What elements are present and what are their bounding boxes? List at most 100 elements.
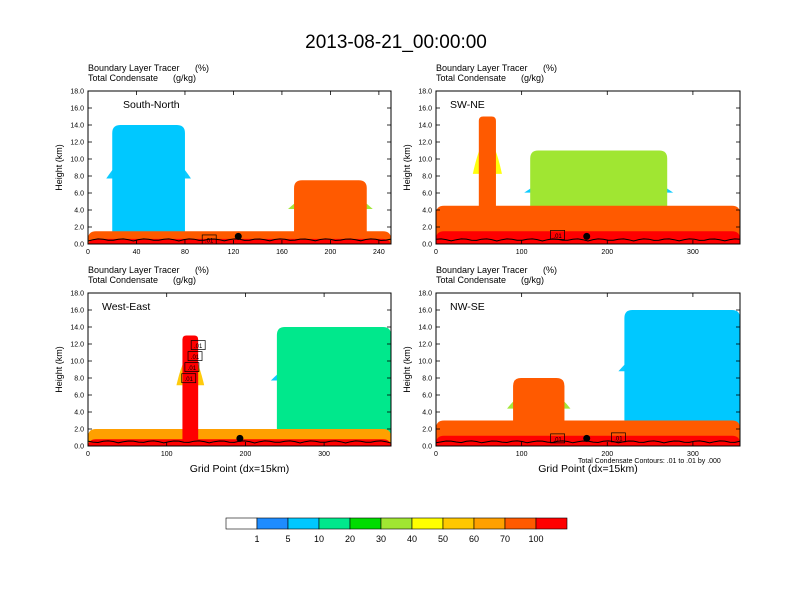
panel-subtitle-tracer-unit: (%) <box>543 265 557 275</box>
surface-marker <box>583 434 591 442</box>
y-tick-label: 14.0 <box>418 123 432 130</box>
tracer-region <box>88 238 391 244</box>
y-tick-label: 14.0 <box>70 123 84 130</box>
colorbar-label: 50 <box>438 534 448 544</box>
colorbar-swatch <box>287 517 320 530</box>
y-tick-label: 4.0 <box>422 410 432 417</box>
y-tick-label: 2.0 <box>422 427 432 434</box>
contour-label-box <box>187 351 203 361</box>
y-tick-label: 12.0 <box>70 140 84 147</box>
y-tick-label: 4.0 <box>422 208 432 215</box>
terrain-line <box>436 238 740 242</box>
panel-subtitle-tracer-unit: (%) <box>543 63 557 73</box>
y-tick-label: 18.0 <box>418 89 432 96</box>
colorbar-swatch <box>318 517 351 530</box>
x-tick-label: 200 <box>601 249 613 256</box>
colorbar-label: 100 <box>528 534 543 544</box>
x-tick-label: 0 <box>434 451 438 458</box>
colorbar-label: 5 <box>285 534 290 544</box>
x-axis-title: Grid Point (dx=15km) <box>538 463 638 475</box>
tracer-field <box>88 125 391 244</box>
x-axis-title: Grid Point (dx=15km) <box>190 463 290 475</box>
panel-subtitle-condensate-unit: (g/kg) <box>173 275 196 285</box>
contour-label: .01 <box>205 238 214 244</box>
chart-panel-4: Boundary Layer Tracer (%) Total Condensate… <box>402 265 741 475</box>
y-tick-label: 0.0 <box>422 444 432 451</box>
x-tick-label: 300 <box>318 451 330 458</box>
x-tick-label: 0 <box>86 451 90 458</box>
y-tick-label: 16.0 <box>418 308 432 315</box>
contour-label: .01 <box>194 344 203 350</box>
y-tick-label: 8.0 <box>74 376 84 383</box>
panel-subtitle-condensate: Total Condensate <box>88 275 158 285</box>
y-axis-title: Height (km) <box>402 144 412 191</box>
contour-label-box <box>190 340 206 350</box>
y-tick-label: 14.0 <box>70 325 84 332</box>
chart-panel-3: Boundary Layer Tracer (%) Total Condensate… <box>54 265 392 475</box>
panel-subtitle-condensate: Total Condensate <box>436 73 506 83</box>
x-tick-label: 200 <box>601 451 613 458</box>
y-tick-label: 0.0 <box>74 444 84 451</box>
tracer-region <box>513 378 565 446</box>
x-tick-label: 240 <box>373 249 385 256</box>
surface-marker <box>234 232 242 240</box>
panel-subtitle-condensate: Total Condensate <box>88 73 158 83</box>
contour-label-box <box>550 230 565 240</box>
panel-subtitle-condensate: Total Condensate <box>436 275 506 285</box>
x-tick-label: 300 <box>687 451 699 458</box>
panel-subtitle-tracer: Boundary Layer Tracer <box>436 265 528 275</box>
x-tick-label: 200 <box>240 451 252 458</box>
contour-label-box <box>181 373 197 384</box>
tracer-region <box>276 327 391 446</box>
panel-frame <box>87 90 392 245</box>
y-tick-label: 16.0 <box>418 106 432 113</box>
tracer-region <box>182 335 199 446</box>
y-tick-label: 12.0 <box>70 342 84 349</box>
tracer-region <box>624 310 740 446</box>
contour-label: .01 <box>553 234 562 240</box>
y-tick-label: 2.0 <box>422 225 432 232</box>
y-tick-label: 0.0 <box>74 242 84 249</box>
colorbar-swatch <box>225 517 258 530</box>
colorbar-swatch <box>504 517 537 530</box>
colorbar-swatch <box>380 517 413 530</box>
colorbar-label: 40 <box>407 534 417 544</box>
x-tick-label: 0 <box>434 249 438 256</box>
contour-label: .01 <box>553 437 562 443</box>
tracer-field <box>88 327 391 446</box>
colorbar-swatch <box>256 517 289 530</box>
panel-subtitle-condensate-unit: (g/kg) <box>173 73 196 83</box>
x-tick-label: 120 <box>228 249 240 256</box>
y-tick-label: 10.0 <box>70 359 84 366</box>
y-tick-label: 6.0 <box>74 191 84 198</box>
y-tick-label: 2.0 <box>74 225 84 232</box>
y-tick-label: 4.0 <box>74 410 84 417</box>
panel-subtitle-tracer-unit: (%) <box>195 265 209 275</box>
y-tick-label: 14.0 <box>418 325 432 332</box>
colorbar-label: 10 <box>314 534 324 544</box>
colorbar-swatch <box>535 517 568 530</box>
panel-frame <box>435 292 741 447</box>
y-tick-label: 10.0 <box>418 157 432 164</box>
y-axis-title: Height (km) <box>54 144 64 191</box>
contour-label-box <box>184 362 200 372</box>
panel-subtitle-tracer: Boundary Layer Tracer <box>436 63 528 73</box>
y-tick-label: 2.0 <box>74 427 84 434</box>
x-tick-label: 40 <box>133 249 141 256</box>
panel-label: SW-NE <box>450 99 485 111</box>
y-tick-label: 8.0 <box>74 174 84 181</box>
contour-label: .01 <box>614 436 623 442</box>
y-axis-title: Height (km) <box>402 346 412 393</box>
panel-label: West-East <box>102 301 150 313</box>
x-tick-label: 160 <box>276 249 288 256</box>
y-tick-label: 6.0 <box>422 191 432 198</box>
colorbar-swatch <box>473 517 506 530</box>
y-tick-label: 6.0 <box>74 393 84 400</box>
y-tick-label: 10.0 <box>418 359 432 366</box>
contour-footnote: Total Condensate Contours: .01 to .01 by… <box>578 458 721 465</box>
y-tick-label: 8.0 <box>422 376 432 383</box>
panel-subtitle-condensate-unit: (g/kg) <box>521 275 544 285</box>
panel-frame <box>435 90 741 245</box>
